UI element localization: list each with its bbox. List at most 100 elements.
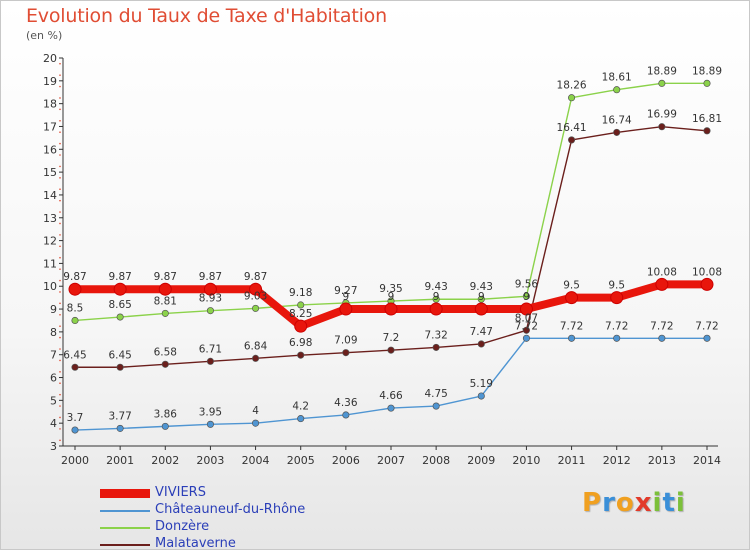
legend-item-donzere: Donzère (100, 519, 360, 536)
data-label: 9 (523, 291, 530, 303)
data-label: 9 (388, 291, 395, 303)
y-minor-tick (59, 256, 61, 259)
data-point (432, 343, 440, 351)
legend: VIVIERS Châteauneuf-du-Rhône Donzère Mal… (100, 485, 360, 553)
data-label: 8.65 (108, 299, 131, 311)
data-label: 5.19 (470, 378, 493, 390)
data-label: 18.61 (602, 72, 632, 84)
data-point (658, 334, 666, 342)
data-point (610, 291, 624, 305)
data-point (297, 301, 305, 309)
data-point (203, 282, 217, 296)
data-label: 9.5 (608, 280, 625, 292)
data-point (161, 422, 169, 430)
x-tick-label: 2001 (106, 454, 134, 467)
data-point (113, 282, 127, 296)
y-minor-tick (59, 177, 61, 179)
x-tick-label: 2000 (61, 454, 89, 467)
legend-label-chateauneuf: Châteauneuf-du-Rhône (155, 502, 306, 517)
data-point (252, 304, 260, 312)
y-tick-label: 10 (43, 280, 57, 293)
data-label: 8.07 (515, 312, 538, 324)
data-point (565, 291, 579, 305)
data-label: 16.74 (602, 114, 632, 126)
data-label: 7.72 (695, 320, 718, 332)
y-minor-tick (59, 268, 61, 270)
y-tick-label: 3 (50, 440, 57, 453)
x-tick-label: 2007 (377, 454, 405, 467)
y-minor-tick (59, 188, 61, 191)
data-label: 4.2 (292, 401, 309, 413)
data-label: 3.86 (154, 408, 178, 420)
data-point (655, 277, 669, 291)
data-point (568, 136, 576, 144)
x-tick-label: 2004 (242, 454, 270, 467)
data-label: 7.72 (515, 320, 538, 332)
y-minor-tick (59, 131, 61, 133)
proxiti-logo: Proxiti (582, 488, 686, 518)
x-tick-label: 2008 (422, 454, 450, 467)
y-tick-label: 13 (43, 212, 57, 225)
y-tick-label: 7 (50, 349, 57, 362)
data-label: 9 (343, 291, 350, 303)
y-minor-tick (59, 108, 61, 111)
data-label: 8.93 (199, 293, 222, 305)
data-point (700, 277, 714, 291)
y-minor-tick (59, 416, 61, 419)
data-label: 7.2 (383, 332, 400, 344)
data-point (568, 94, 576, 102)
x-tick-label: 2006 (332, 454, 360, 467)
data-label: 3.95 (199, 406, 222, 418)
data-point (71, 363, 79, 371)
data-label: 9.87 (199, 271, 222, 283)
data-point (297, 351, 305, 359)
y-tick-label: 8 (50, 326, 57, 339)
data-point (252, 354, 260, 362)
data-label: 7.09 (334, 335, 357, 347)
y-tick-label: 17 (43, 120, 57, 133)
data-label: 9.87 (63, 271, 86, 283)
data-label: 9.87 (154, 271, 177, 283)
data-point (703, 334, 711, 342)
data-point (116, 313, 124, 321)
data-label: 9.56 (515, 278, 539, 290)
data-point (158, 282, 172, 296)
data-point (206, 420, 214, 428)
data-label: 4.66 (379, 390, 403, 402)
data-point (71, 426, 79, 434)
data-point (474, 302, 488, 316)
y-minor-tick (59, 371, 61, 373)
legend-item-viviers: VIVIERS (100, 485, 360, 502)
data-label: 18.89 (692, 65, 722, 77)
data-point (161, 360, 169, 368)
data-point (116, 424, 124, 432)
y-minor-tick (59, 291, 61, 293)
y-tick-label: 15 (43, 166, 57, 179)
y-minor-tick (59, 97, 61, 99)
y-tick-label: 5 (50, 394, 57, 407)
data-point (432, 295, 440, 303)
data-point (432, 402, 440, 410)
data-point (294, 319, 308, 333)
y-minor-tick (59, 74, 61, 76)
x-tick-label: 2014 (693, 454, 721, 467)
data-label: 16.99 (647, 109, 677, 121)
data-label: 10.08 (692, 266, 722, 278)
data-label: 4.36 (334, 397, 358, 409)
y-minor-tick (59, 336, 61, 339)
data-point (387, 404, 395, 412)
y-minor-tick (59, 348, 61, 350)
y-minor-tick (59, 165, 61, 168)
chart-unit: (en %) (26, 29, 63, 42)
data-point (297, 415, 305, 423)
data-label: 8.81 (154, 295, 177, 307)
data-label: 10.08 (647, 266, 677, 278)
data-label: 3.7 (67, 412, 84, 424)
data-point (342, 411, 350, 419)
x-tick-label: 2011 (558, 454, 586, 467)
data-label: 7.32 (424, 329, 447, 341)
y-minor-tick (59, 245, 61, 248)
data-label: 6.84 (244, 340, 268, 352)
data-point (522, 326, 530, 334)
